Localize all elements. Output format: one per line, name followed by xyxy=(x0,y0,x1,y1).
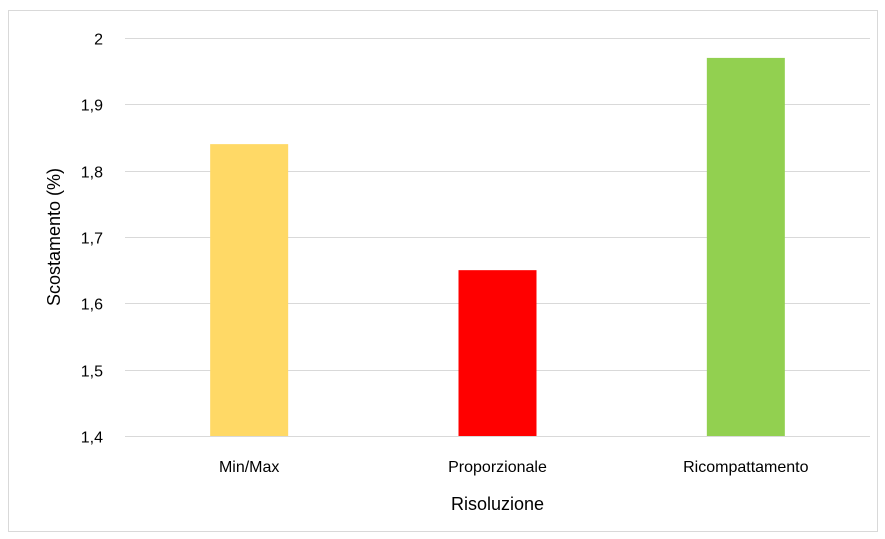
x-axis-title: Risoluzione xyxy=(451,494,544,514)
bar-min-max xyxy=(210,144,289,436)
x-tick-labels: Min/Max Proporzionale Ricompattamento xyxy=(219,459,809,476)
y-tick-label: 1,8 xyxy=(81,165,103,182)
bars xyxy=(210,57,785,437)
bar-ricompattamento xyxy=(706,57,785,437)
y-tick-label: 2 xyxy=(94,32,103,49)
y-tick-labels: 1,4 1,5 1,6 1,7 1,8 1,9 2 xyxy=(81,32,103,447)
bar-proporzionale xyxy=(458,270,537,436)
y-axis-title: Scostamento (%) xyxy=(44,168,64,306)
x-tick-label: Proporzionale xyxy=(448,459,547,476)
y-tick-label: 1,6 xyxy=(81,297,103,314)
x-tick-label: Min/Max xyxy=(219,459,279,476)
x-tick-label: Ricompattamento xyxy=(683,459,808,476)
y-tick-label: 1,5 xyxy=(81,364,103,381)
y-tick-label: 1,9 xyxy=(81,98,103,115)
y-tick-label: 1,7 xyxy=(81,231,103,248)
y-tick-label: 1,4 xyxy=(81,430,103,447)
